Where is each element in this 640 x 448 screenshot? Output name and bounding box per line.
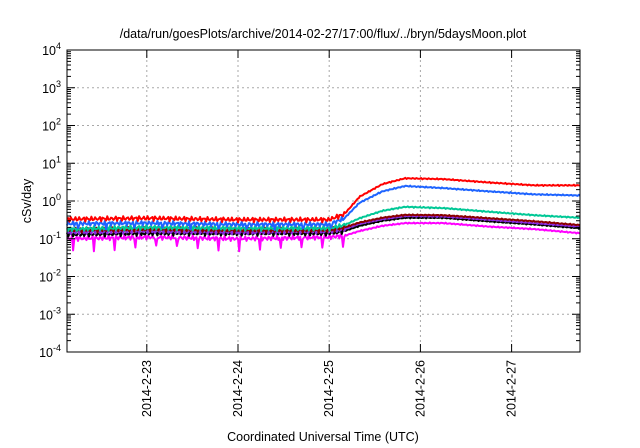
x-tick-label: 2014-2-25 — [322, 360, 336, 417]
x-tick-label: 2014-2-26 — [413, 360, 427, 417]
y-tick-label: 10-3 — [39, 305, 61, 322]
y-tick-label: 103 — [42, 79, 61, 96]
series-line-5 — [66, 184, 581, 232]
x-tick-label: 2014-2-23 — [140, 360, 154, 417]
y-tick-label: 10-2 — [39, 268, 61, 285]
series-line-6 — [66, 176, 581, 224]
grid — [67, 50, 580, 352]
axes: 10-4 10-3 10-2 10-1 100 101 102 103 104 2014-2-23… — [39, 41, 580, 417]
y-tick-label: 10-4 — [39, 343, 61, 360]
x-tick-label: 2014-2-24 — [231, 360, 245, 417]
chart-title: /data/run/goesPlots/archive/2014-02-27/1… — [120, 27, 527, 41]
y-axis-label: cSv/day — [20, 178, 34, 223]
x-axis-label: Coordinated Universal Time (UTC) — [227, 430, 419, 444]
series-group — [66, 176, 581, 253]
series-line-2 — [66, 214, 580, 236]
y-tick-label: 101 — [42, 154, 61, 171]
y-tick-label: 10-1 — [39, 230, 61, 247]
y-tick-label: 102 — [42, 117, 61, 134]
y-tick-label: 100 — [42, 192, 61, 209]
series-line-4 — [66, 205, 581, 232]
y-tick-label: 104 — [42, 41, 61, 58]
x-tick-label: 2014-2-27 — [505, 360, 519, 417]
